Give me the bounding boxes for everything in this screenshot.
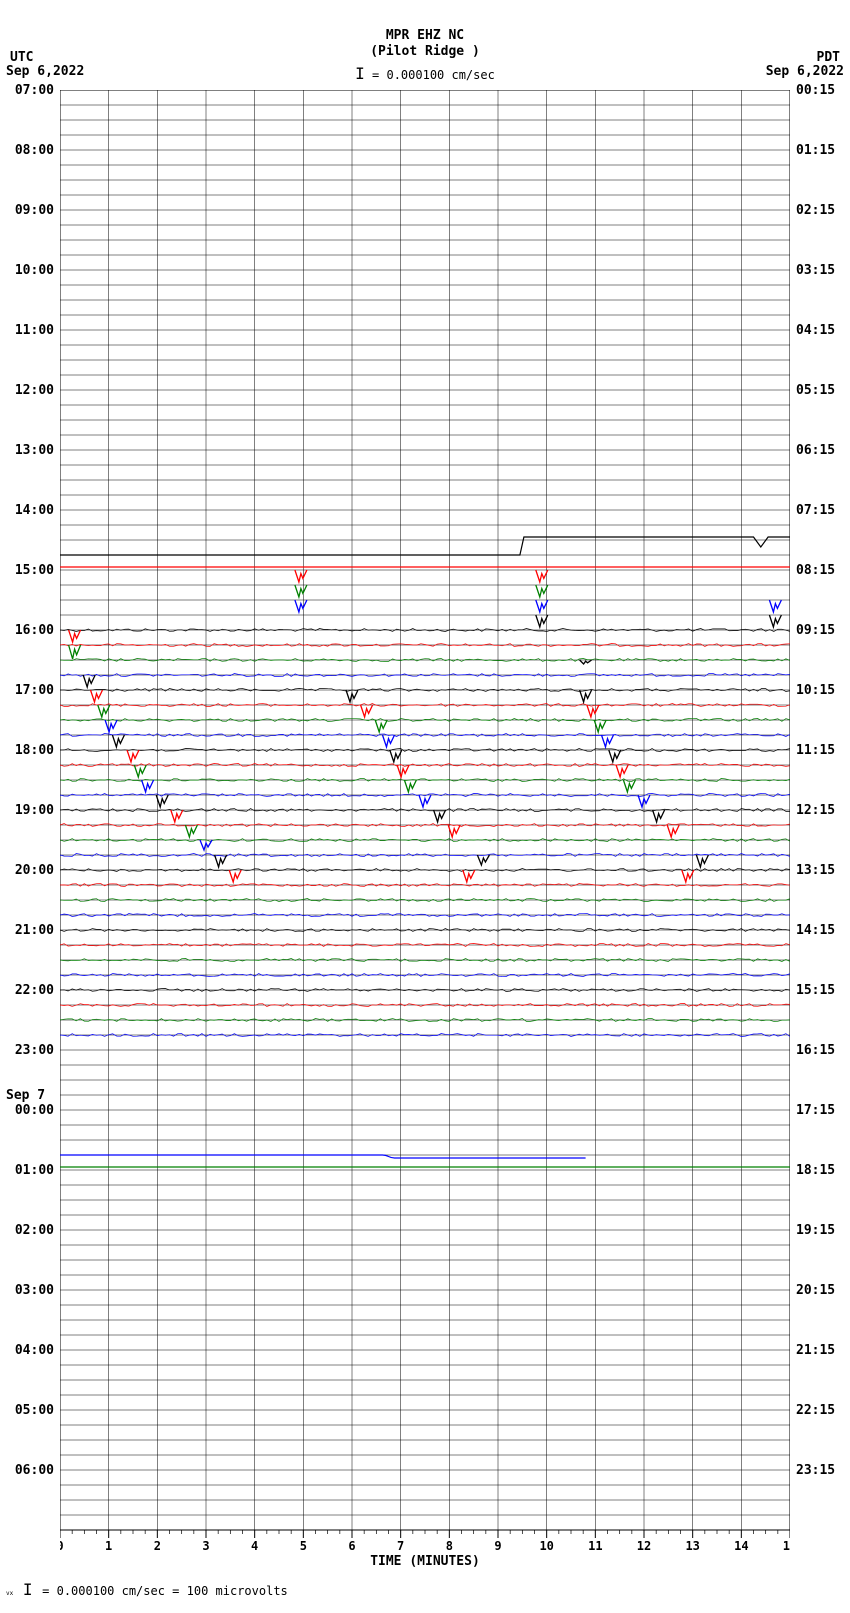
left-hour-label: 00:00 xyxy=(15,1103,54,1118)
left-hour-label: 08:00 xyxy=(15,143,54,158)
svg-text:0: 0 xyxy=(60,1539,64,1553)
footer-scale: vx I = 0.000100 cm/sec = 100 microvolts xyxy=(6,1580,288,1599)
helicorder-svg: 0123456789101112131415 xyxy=(60,90,790,1560)
right-hour-label: 06:15 xyxy=(796,443,835,458)
svg-text:13: 13 xyxy=(685,1539,699,1553)
svg-text:1: 1 xyxy=(105,1539,112,1553)
svg-text:14: 14 xyxy=(734,1539,748,1553)
left-hour-label: 21:00 xyxy=(15,923,54,938)
date-mark-left: Sep 7 xyxy=(6,1088,45,1103)
right-hour-label: 07:15 xyxy=(796,503,835,518)
svg-text:8: 8 xyxy=(446,1539,453,1553)
right-hour-label: 19:15 xyxy=(796,1223,835,1238)
svg-text:2: 2 xyxy=(154,1539,161,1553)
right-hour-label: 13:15 xyxy=(796,863,835,878)
svg-text:3: 3 xyxy=(202,1539,209,1553)
left-hour-label: 14:00 xyxy=(15,503,54,518)
left-hour-label: 19:00 xyxy=(15,803,54,818)
svg-text:5: 5 xyxy=(300,1539,307,1553)
left-hour-label: 01:00 xyxy=(15,1163,54,1178)
right-hour-label: 08:15 xyxy=(796,563,835,578)
date-left: Sep 6,2022 xyxy=(6,64,84,79)
left-hour-label: 16:00 xyxy=(15,623,54,638)
right-hour-label: 16:15 xyxy=(796,1043,835,1058)
helicorder-container: MPR EHZ NC (Pilot Ridge ) I = 0.000100 c… xyxy=(0,0,850,1613)
left-hour-label: 02:00 xyxy=(15,1223,54,1238)
scale-info: I = 0.000100 cm/sec xyxy=(0,64,850,83)
svg-text:15: 15 xyxy=(783,1539,790,1553)
left-hour-label: 12:00 xyxy=(15,383,54,398)
right-hour-label: 01:15 xyxy=(796,143,835,158)
svg-text:9: 9 xyxy=(494,1539,501,1553)
left-hour-label: 05:00 xyxy=(15,1403,54,1418)
right-hour-label: 11:15 xyxy=(796,743,835,758)
right-hour-label: 09:15 xyxy=(796,623,835,638)
left-hour-label: 22:00 xyxy=(15,983,54,998)
svg-text:10: 10 xyxy=(539,1539,553,1553)
timezone-left: UTC xyxy=(10,50,33,65)
left-hour-label: 04:00 xyxy=(15,1343,54,1358)
left-hour-label: 20:00 xyxy=(15,863,54,878)
svg-text:6: 6 xyxy=(348,1539,355,1553)
right-hour-label: 12:15 xyxy=(796,803,835,818)
left-hour-label: 09:00 xyxy=(15,203,54,218)
right-hour-label: 18:15 xyxy=(796,1163,835,1178)
right-hour-label: 17:15 xyxy=(796,1103,835,1118)
right-hour-label: 02:15 xyxy=(796,203,835,218)
right-hour-label: 03:15 xyxy=(796,263,835,278)
right-hour-label: 10:15 xyxy=(796,683,835,698)
left-hour-label: 11:00 xyxy=(15,323,54,338)
left-hour-label: 23:00 xyxy=(15,1043,54,1058)
timezone-right: PDT xyxy=(817,50,840,65)
left-hour-label: 13:00 xyxy=(15,443,54,458)
left-hour-label: 06:00 xyxy=(15,1463,54,1478)
svg-text:7: 7 xyxy=(397,1539,404,1553)
right-hour-label: 00:15 xyxy=(796,83,835,98)
svg-text:4: 4 xyxy=(251,1539,258,1553)
plot-area: 0123456789101112131415 xyxy=(60,90,790,1530)
right-hour-label: 04:15 xyxy=(796,323,835,338)
title-line-2: (Pilot Ridge ) xyxy=(0,44,850,59)
left-axis-labels: 07:0008:0009:0010:0011:0012:0013:0014:00… xyxy=(6,90,58,1530)
right-hour-label: 15:15 xyxy=(796,983,835,998)
left-hour-label: 03:00 xyxy=(15,1283,54,1298)
date-right: Sep 6,2022 xyxy=(766,64,844,79)
svg-text:11: 11 xyxy=(588,1539,602,1553)
title-line-1: MPR EHZ NC xyxy=(0,28,850,43)
right-hour-label: 05:15 xyxy=(796,383,835,398)
left-hour-label: 15:00 xyxy=(15,563,54,578)
right-hour-label: 22:15 xyxy=(796,1403,835,1418)
right-hour-label: 21:15 xyxy=(796,1343,835,1358)
left-hour-label: 17:00 xyxy=(15,683,54,698)
right-hour-label: 23:15 xyxy=(796,1463,835,1478)
left-hour-label: 10:00 xyxy=(15,263,54,278)
right-hour-label: 14:15 xyxy=(796,923,835,938)
right-hour-label: 20:15 xyxy=(796,1283,835,1298)
left-hour-label: 07:00 xyxy=(15,83,54,98)
left-hour-label: 18:00 xyxy=(15,743,54,758)
x-axis-label: TIME (MINUTES) xyxy=(0,1554,850,1569)
right-axis-labels: 00:1501:1502:1503:1504:1505:1506:1507:15… xyxy=(792,90,844,1530)
svg-text:12: 12 xyxy=(637,1539,651,1553)
